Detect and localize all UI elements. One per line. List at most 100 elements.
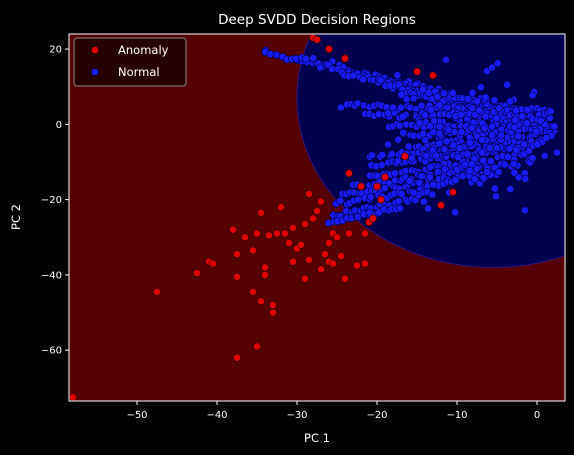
anomaly-point — [261, 263, 269, 272]
normal-point — [505, 144, 514, 153]
normal-point — [393, 71, 402, 80]
anomaly-point — [257, 208, 265, 217]
normal-point — [426, 173, 434, 182]
normal-point — [465, 166, 474, 175]
normal-point — [397, 90, 406, 99]
normal-point — [504, 153, 512, 161]
anomaly-point — [341, 54, 349, 63]
chart-title: Deep SVDD Decision Regions — [218, 12, 416, 28]
anomaly-point — [361, 259, 369, 268]
normal-point — [399, 128, 408, 137]
anomaly-point — [381, 173, 389, 181]
anomaly-point — [249, 287, 257, 296]
normal-point — [542, 134, 551, 142]
anomaly-points-group — [69, 34, 457, 401]
normal-point — [394, 135, 403, 144]
normal-point — [550, 122, 559, 131]
normal-point — [349, 71, 358, 80]
normal-point — [435, 139, 443, 148]
plot-frame — [68, 33, 566, 402]
y-axis-label: PC 2 — [9, 204, 23, 230]
x-tick-label: −20 — [366, 410, 387, 421]
anomaly-point — [317, 265, 325, 274]
normal-point — [481, 93, 490, 102]
anomaly-point — [261, 270, 269, 279]
anomaly-point — [273, 229, 281, 238]
anomaly-point — [313, 207, 321, 215]
normal-point — [354, 195, 362, 204]
normal-point — [444, 125, 453, 134]
anomaly-point — [301, 274, 309, 283]
y-axis-ticks: −60 −40 −20 0 20 — [41, 45, 69, 357]
anomaly-point — [305, 255, 313, 264]
normal-point — [536, 116, 545, 125]
normal-point — [553, 148, 561, 157]
y-tick-label: −60 — [41, 346, 62, 357]
normal-point — [521, 175, 530, 183]
normal-point — [441, 55, 450, 64]
y-tick-label: 20 — [49, 45, 62, 56]
anomaly-point — [373, 182, 381, 191]
normal-point — [397, 103, 406, 112]
normal-point — [422, 151, 431, 160]
normal-point — [479, 173, 488, 182]
normal-point — [429, 180, 438, 189]
anomaly-point — [233, 250, 241, 259]
normal-point — [316, 63, 324, 72]
normal-point — [395, 121, 404, 130]
normal-point — [396, 204, 405, 213]
normal-point — [488, 63, 496, 72]
anomaly-point — [257, 297, 265, 306]
anomaly-point — [361, 229, 369, 238]
legend: Anomaly Normal — [73, 37, 187, 87]
normal-point — [390, 169, 399, 178]
normal-point — [419, 85, 428, 94]
normal-point — [520, 140, 528, 149]
normal-points-group — [261, 46, 561, 227]
normal-point — [336, 196, 345, 205]
normal-point — [455, 144, 464, 153]
normal-point — [424, 89, 433, 97]
anomaly-point — [277, 203, 285, 212]
normal-point — [393, 157, 402, 165]
normal-point — [417, 101, 426, 110]
normal-point — [467, 124, 476, 132]
normal-point — [457, 128, 466, 137]
normal-point — [453, 165, 462, 174]
normal-point — [487, 157, 495, 165]
normal-point — [451, 176, 460, 185]
normal-point — [528, 154, 537, 162]
normal-point — [468, 88, 477, 97]
anomaly-point — [321, 250, 329, 259]
normal-point — [523, 105, 532, 114]
anomaly-point — [437, 201, 445, 210]
normal-point — [506, 185, 515, 193]
anomaly-point — [325, 45, 333, 53]
anomaly-point — [377, 195, 385, 204]
normal-point — [503, 80, 512, 89]
anomaly-point — [209, 259, 217, 268]
normal-point — [376, 76, 385, 84]
anomaly-point — [333, 233, 341, 242]
legend-label-normal: Normal — [118, 65, 160, 79]
anomaly-point — [241, 233, 249, 242]
normal-point — [467, 160, 476, 169]
anomaly-point — [289, 257, 297, 266]
anomaly-point — [317, 197, 325, 206]
normal-point — [461, 160, 469, 169]
normal-point — [528, 91, 537, 100]
anomaly-point — [325, 239, 333, 247]
normal-point — [518, 112, 527, 121]
normal-point — [428, 190, 437, 199]
normal-point — [483, 168, 491, 176]
normal-point — [488, 122, 496, 131]
anomaly-point — [401, 152, 409, 161]
x-tick-label: −30 — [286, 410, 307, 421]
anomaly-point — [193, 269, 201, 277]
normal-point — [440, 165, 449, 174]
normal-point — [491, 184, 499, 193]
normal-point — [470, 175, 479, 184]
normal-point — [415, 178, 424, 187]
normal-point — [405, 176, 414, 185]
